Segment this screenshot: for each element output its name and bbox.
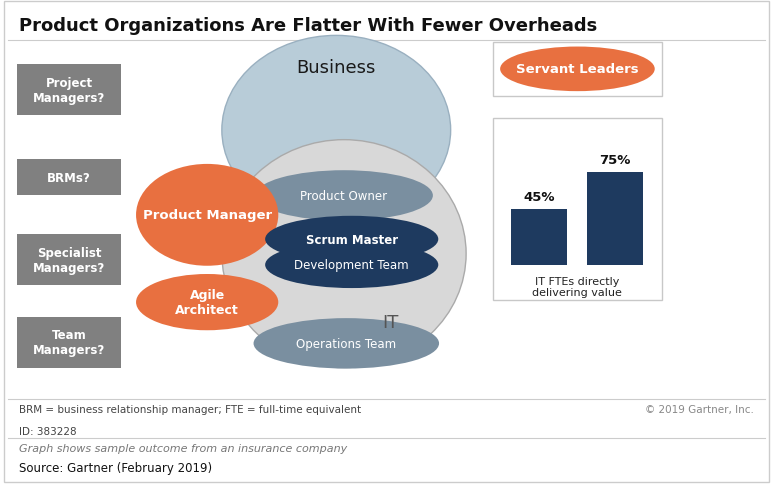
Ellipse shape bbox=[265, 242, 438, 288]
Text: IT: IT bbox=[382, 313, 399, 331]
Ellipse shape bbox=[222, 36, 451, 225]
Text: Source: Gartner (February 2019): Source: Gartner (February 2019) bbox=[19, 461, 213, 474]
Bar bbox=[587, 173, 643, 265]
FancyBboxPatch shape bbox=[17, 235, 121, 286]
FancyBboxPatch shape bbox=[17, 65, 121, 116]
Bar bbox=[493, 43, 662, 97]
Ellipse shape bbox=[222, 140, 466, 368]
Ellipse shape bbox=[500, 47, 655, 92]
Text: IT FTEs directly
delivering value: IT FTEs directly delivering value bbox=[533, 276, 622, 298]
Text: Graph shows sample outcome from an insurance company: Graph shows sample outcome from an insur… bbox=[19, 443, 348, 453]
Text: BRM = business relationship manager; FTE = full-time equivalent: BRM = business relationship manager; FTE… bbox=[19, 404, 362, 414]
Text: Development Team: Development Team bbox=[295, 259, 409, 272]
Text: Team
Managers?: Team Managers? bbox=[33, 329, 105, 356]
Text: 75%: 75% bbox=[599, 154, 631, 167]
Bar bbox=[493, 119, 662, 300]
Text: Business: Business bbox=[297, 59, 376, 77]
Ellipse shape bbox=[265, 216, 438, 263]
Ellipse shape bbox=[136, 274, 278, 331]
Ellipse shape bbox=[136, 165, 278, 266]
Text: Product Owner: Product Owner bbox=[301, 190, 387, 202]
Bar bbox=[511, 210, 567, 265]
Text: Project
Managers?: Project Managers? bbox=[33, 77, 105, 105]
Text: Agile
Architect: Agile Architect bbox=[175, 288, 239, 317]
Text: © 2019 Gartner, Inc.: © 2019 Gartner, Inc. bbox=[645, 404, 754, 414]
Text: Specialist
Managers?: Specialist Managers? bbox=[33, 246, 105, 274]
Text: Servant Leaders: Servant Leaders bbox=[516, 63, 638, 76]
Text: ID: 383228: ID: 383228 bbox=[19, 426, 77, 436]
FancyBboxPatch shape bbox=[17, 160, 121, 196]
FancyBboxPatch shape bbox=[17, 317, 121, 368]
Ellipse shape bbox=[255, 171, 433, 221]
Text: 45%: 45% bbox=[523, 191, 555, 204]
Text: BRMs?: BRMs? bbox=[47, 171, 91, 184]
Ellipse shape bbox=[254, 318, 439, 369]
Text: Product Organizations Are Flatter With Fewer Overheads: Product Organizations Are Flatter With F… bbox=[19, 17, 598, 35]
Text: Scrum Master: Scrum Master bbox=[305, 233, 398, 246]
Text: Product Manager: Product Manager bbox=[142, 209, 272, 222]
Text: Operations Team: Operations Team bbox=[296, 337, 397, 350]
